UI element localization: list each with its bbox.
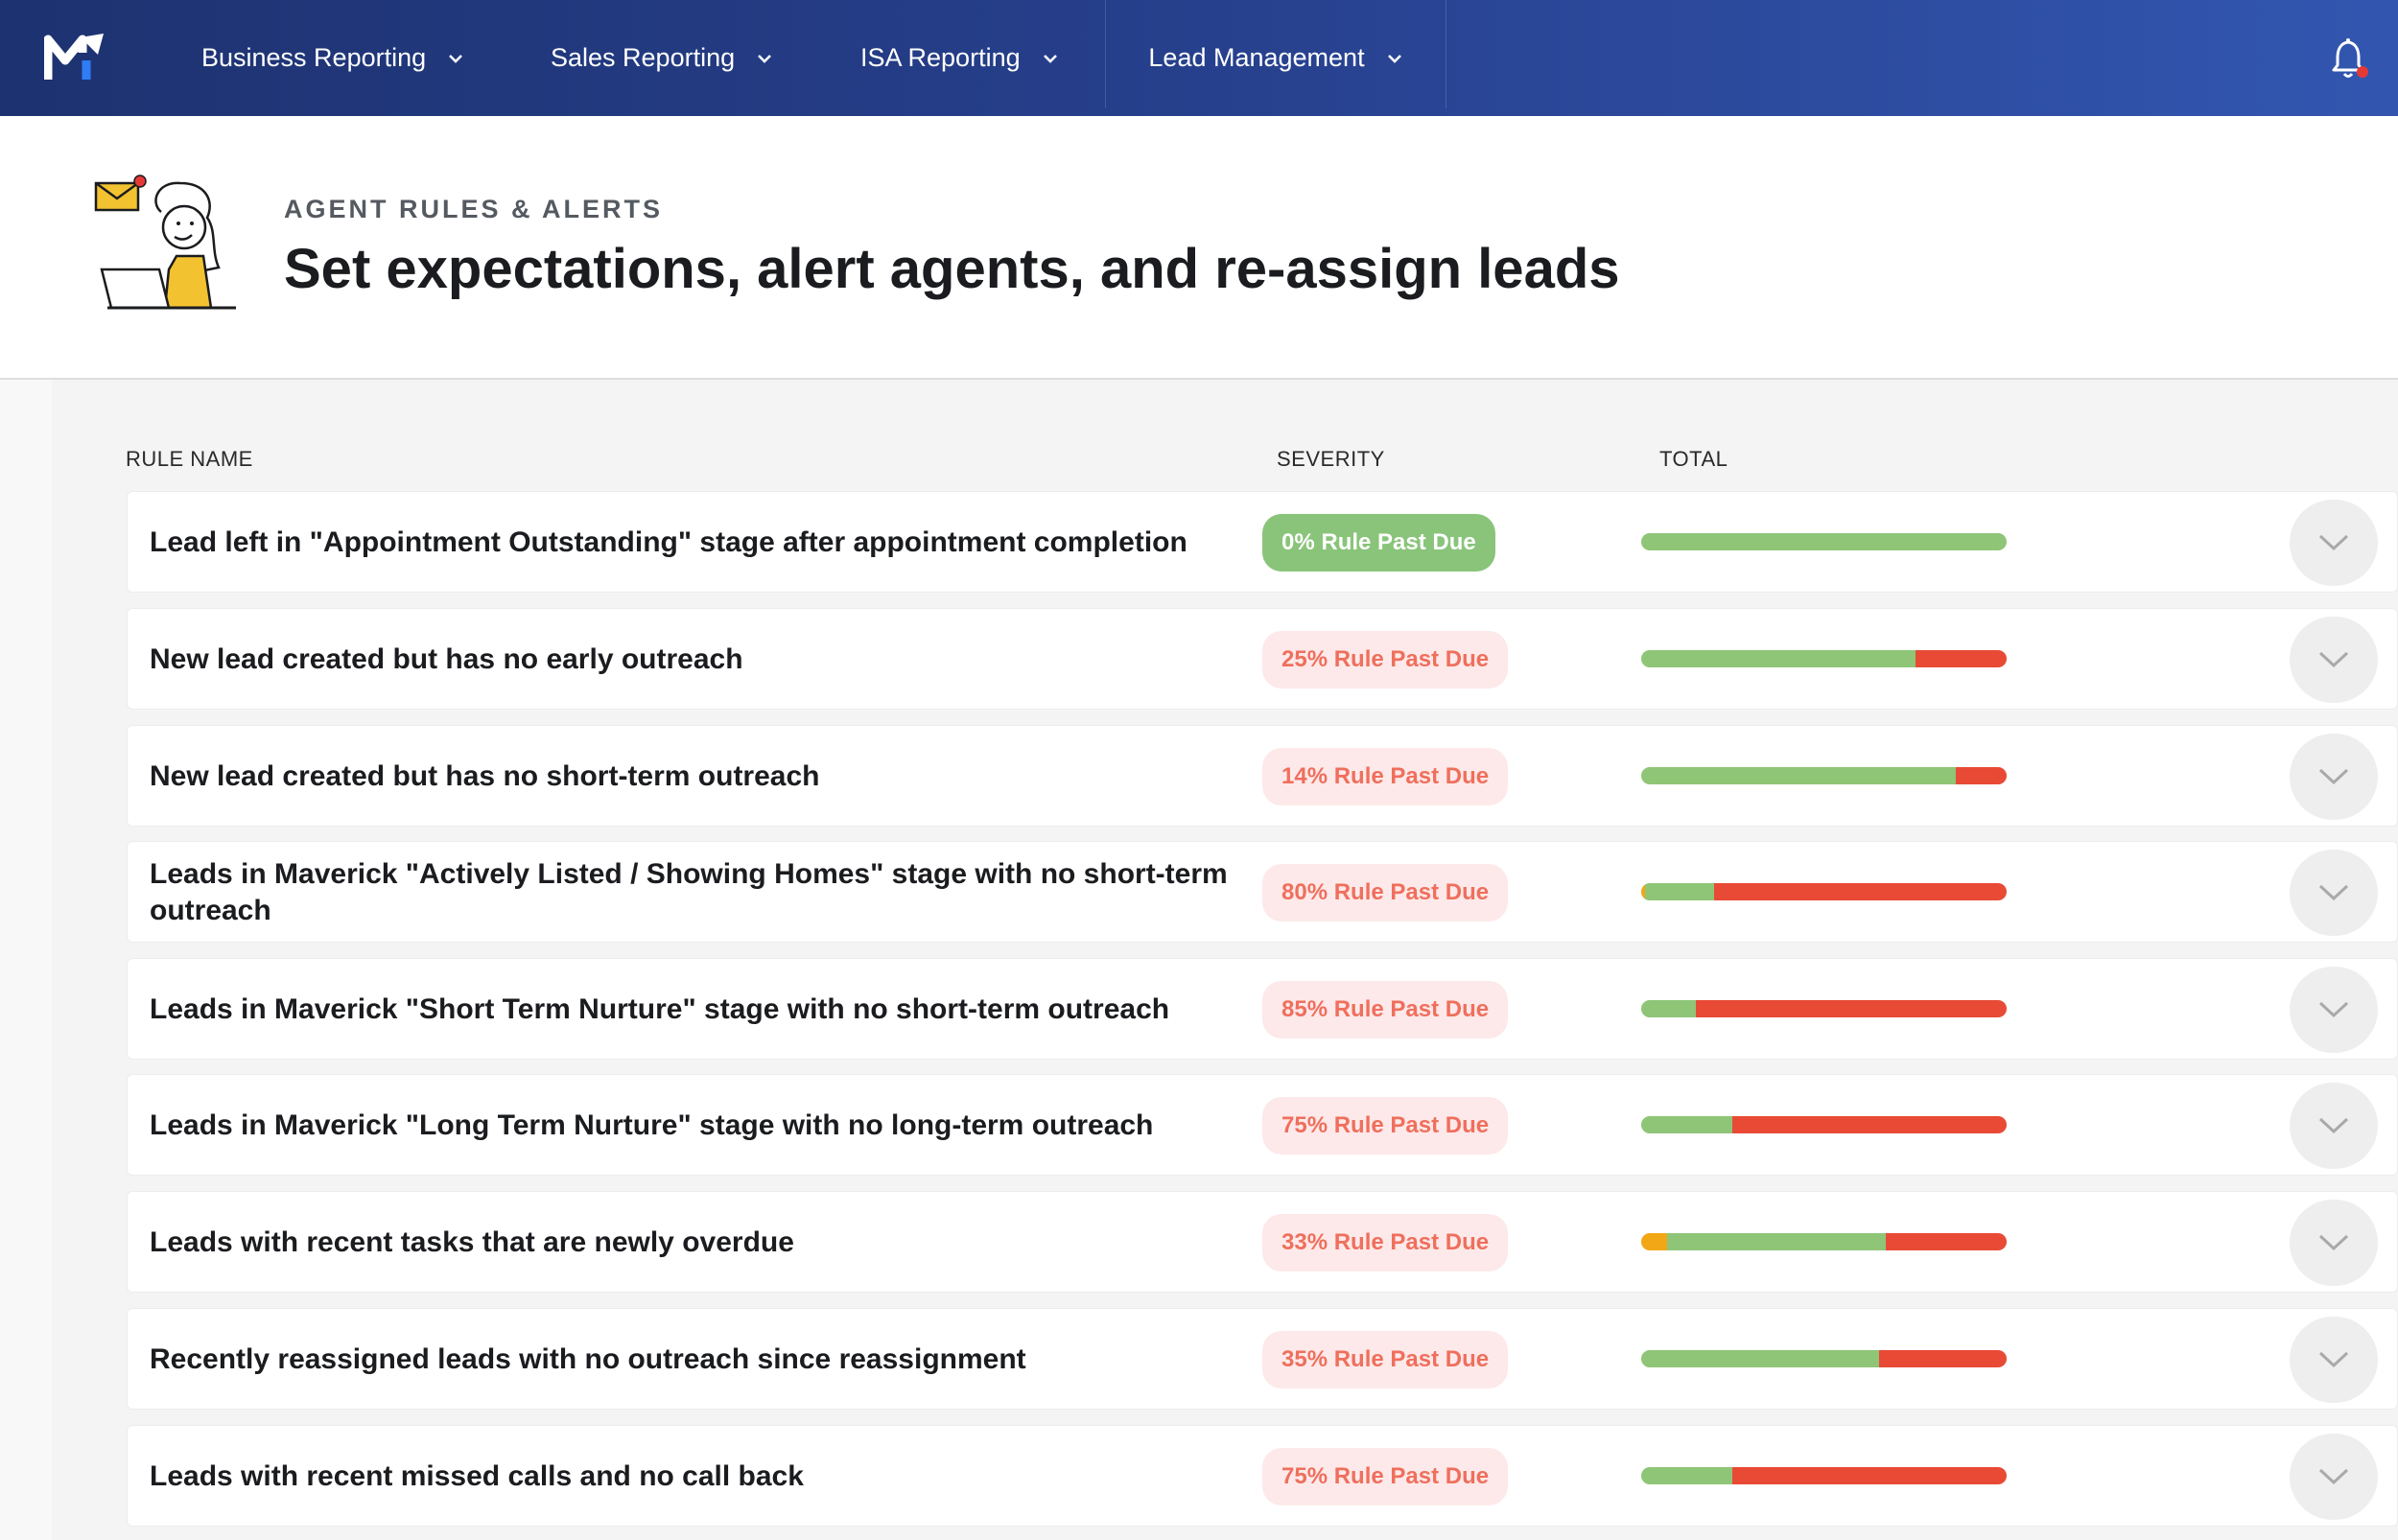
bar-segment-past-due — [1886, 1233, 2007, 1250]
bar-segment-on-time — [1641, 1350, 1879, 1367]
total-progress-bar — [1641, 883, 2007, 900]
chevron-down-icon — [2318, 534, 2349, 551]
table-row[interactable]: Recently reassigned leads with no outrea… — [127, 1308, 2398, 1410]
chevron-down-icon — [2318, 1117, 2349, 1134]
bar-segment-past-due — [1878, 1350, 2007, 1367]
chevron-down-icon — [1387, 54, 1401, 63]
rule-name: Leads with recent tasks that are newly o… — [150, 1226, 794, 1258]
bar-segment-on-time — [1644, 883, 1715, 900]
rule-name: Lead left in "Appointment Outstanding" s… — [150, 526, 1187, 558]
app-logo[interactable] — [44, 32, 107, 83]
bar-segment-past-due — [1714, 883, 2007, 900]
nav-label: Business Reporting — [201, 43, 427, 72]
nav-label: ISA Reporting — [860, 43, 1021, 72]
chevron-down-icon — [2318, 1468, 2349, 1485]
rule-name: New lead created but has no short-term o… — [150, 760, 820, 792]
total-progress-bar — [1641, 1350, 2007, 1367]
rule-name: Leads in Maverick "Long Term Nurture" st… — [150, 1109, 1154, 1141]
expand-row-button[interactable] — [2290, 967, 2378, 1053]
total-progress-bar — [1641, 533, 2007, 550]
total-progress-bar — [1641, 1233, 2007, 1250]
page-header: AGENT RULES & ALERTS Set expectations, a… — [0, 116, 2398, 380]
severity-badge: 25% Rule Past Due — [1262, 631, 1509, 688]
table-row[interactable]: Leads in Maverick "Short Term Nurture" s… — [127, 958, 2398, 1060]
nav-sales-reporting[interactable]: Sales Reporting — [551, 0, 773, 116]
severity-badge: 75% Rule Past Due — [1262, 1448, 1509, 1505]
total-progress-bar — [1641, 1000, 2007, 1017]
total-progress-bar — [1641, 1467, 2007, 1484]
agent-illustration — [94, 175, 236, 310]
table-row[interactable]: Lead left in "Appointment Outstanding" s… — [127, 491, 2398, 593]
chevron-down-icon — [1043, 54, 1057, 63]
column-header-severity: SEVERITY — [1277, 447, 1385, 471]
chevron-down-icon — [2318, 1234, 2349, 1251]
page-eyebrow: AGENT RULES & ALERTS — [284, 195, 664, 223]
rule-name: New lead created but has no early outrea… — [150, 643, 743, 675]
expand-row-button[interactable] — [2290, 1317, 2378, 1403]
expand-row-button[interactable] — [2290, 734, 2378, 820]
chevron-down-icon — [758, 54, 772, 63]
bar-segment-on-time — [1641, 1000, 1697, 1017]
severity-badge: 0% Rule Past Due — [1262, 514, 1495, 572]
chevron-down-icon — [2318, 884, 2349, 901]
bell-icon[interactable] — [2331, 36, 2369, 81]
bar-segment-pending — [1641, 883, 1645, 900]
nav-business-reporting[interactable]: Business Reporting — [201, 0, 464, 116]
rule-name: Leads with recent missed calls and no ca… — [150, 1460, 804, 1492]
chevron-down-icon — [2318, 651, 2349, 668]
bar-segment-on-time — [1641, 533, 2007, 550]
bar-segment-on-time — [1641, 1467, 1733, 1484]
expand-row-button[interactable] — [2290, 850, 2378, 936]
bar-segment-on-time — [1641, 650, 1916, 667]
expand-row-button[interactable] — [2290, 617, 2378, 703]
rule-name: Leads in Maverick "Actively Listed / Sho… — [150, 858, 1228, 926]
bar-segment-on-time — [1641, 1116, 1733, 1133]
severity-badge: 75% Rule Past Due — [1262, 1097, 1509, 1155]
expand-row-button[interactable] — [2290, 500, 2378, 586]
rule-name: Leads in Maverick "Short Term Nurture" s… — [150, 993, 1170, 1025]
rule-name: Recently reassigned leads with no outrea… — [150, 1343, 1026, 1375]
bar-segment-past-due — [1915, 650, 2007, 667]
bar-segment-past-due — [1732, 1116, 2007, 1133]
nav-label: Sales Reporting — [551, 43, 736, 72]
table-row[interactable]: Leads with recent missed calls and no ca… — [127, 1425, 2398, 1527]
chevron-down-icon — [2318, 1001, 2349, 1018]
chevron-down-icon — [2318, 768, 2349, 785]
left-gutter — [0, 380, 52, 1540]
severity-badge: 33% Rule Past Due — [1262, 1214, 1509, 1272]
nav-isa-reporting[interactable]: ISA Reporting — [860, 0, 1059, 116]
total-progress-bar — [1641, 650, 2007, 667]
bar-segment-on-time — [1666, 1233, 1887, 1250]
chevron-down-icon — [449, 54, 463, 63]
expand-row-button[interactable] — [2290, 1200, 2378, 1286]
column-header-total: TOTAL — [1659, 447, 1728, 471]
total-progress-bar — [1641, 767, 2007, 784]
bar-segment-past-due — [1732, 1467, 2007, 1484]
column-header-rule-name: RULE NAME — [126, 447, 253, 471]
table-row[interactable]: Leads in Maverick "Actively Listed / Sho… — [127, 841, 2398, 943]
expand-row-button[interactable] — [2290, 1083, 2378, 1169]
table-row[interactable]: Leads with recent tasks that are newly o… — [127, 1191, 2398, 1293]
table-row[interactable]: Leads in Maverick "Long Term Nurture" st… — [127, 1074, 2398, 1176]
nav-lead-management[interactable]: Lead Management — [1105, 0, 1446, 124]
severity-badge: 14% Rule Past Due — [1262, 748, 1509, 805]
total-progress-bar — [1641, 1116, 2007, 1133]
nav-label: Lead Management — [1148, 43, 1365, 72]
expand-row-button[interactable] — [2290, 1434, 2378, 1520]
bar-segment-past-due — [1696, 1000, 2007, 1017]
chevron-down-icon — [2318, 1351, 2349, 1368]
bar-segment-pending — [1641, 1233, 1667, 1250]
bar-segment-past-due — [1955, 767, 2007, 784]
severity-badge: 35% Rule Past Due — [1262, 1331, 1509, 1388]
severity-badge: 85% Rule Past Due — [1262, 981, 1509, 1038]
severity-badge: 80% Rule Past Due — [1262, 864, 1509, 922]
top-navigation: Business Reporting Sales Reporting ISA R… — [0, 0, 2398, 124]
table-row[interactable]: New lead created but has no short-term o… — [127, 725, 2398, 827]
table-row[interactable]: New lead created but has no early outrea… — [127, 608, 2398, 710]
page-title: Set expectations, alert agents, and re-a… — [284, 238, 1620, 300]
bar-segment-on-time — [1641, 767, 1956, 784]
